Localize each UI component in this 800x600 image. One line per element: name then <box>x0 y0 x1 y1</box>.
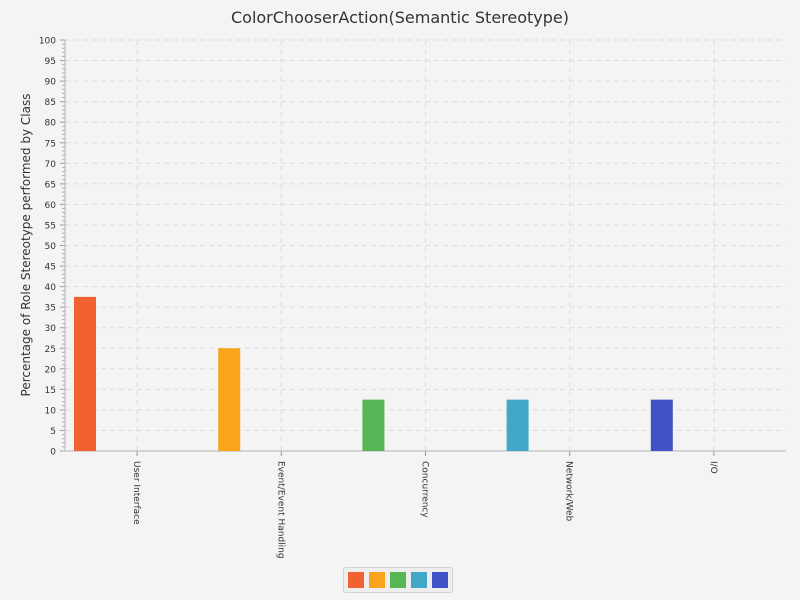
bar <box>218 348 241 451</box>
y-tick-label: 20 <box>45 365 57 375</box>
y-tick-label: 95 <box>45 57 56 67</box>
y-tick-label: 90 <box>45 78 57 88</box>
x-tick-label: Concurrency <box>420 461 430 518</box>
y-axis-ticks: 0 5 10 15 20 25 30 35 40 45 50 55 60 65 70 75 80 85 90 95 10… <box>39 37 65 458</box>
y-tick-label: 75 <box>45 139 56 149</box>
y-tick-label: 55 <box>45 221 56 231</box>
y-axis-label: Percentage of Role Stereotype performed … <box>19 94 33 397</box>
y-tick-label: 70 <box>45 160 57 170</box>
legend-swatch <box>369 572 385 588</box>
legend-swatch <box>390 572 406 588</box>
chart-title: ColorChooserAction(Semantic Stereotype) <box>230 8 570 27</box>
bars <box>74 296 673 451</box>
y-tick-label: 35 <box>45 304 56 314</box>
legend-swatch <box>348 572 364 588</box>
y-tick-label: 30 <box>45 324 57 334</box>
legend <box>343 567 453 593</box>
y-tick-label: 65 <box>45 180 56 190</box>
y-tick-label: 45 <box>45 263 56 273</box>
y-tick-label: 25 <box>45 345 56 355</box>
bar <box>362 399 385 451</box>
x-tick-label: Network/Web <box>564 461 574 522</box>
legend-swatch <box>432 572 448 588</box>
y-tick-label: 60 <box>45 201 57 211</box>
y-tick-label: 50 <box>45 242 57 252</box>
bar <box>74 296 96 451</box>
y-tick-label: 100 <box>39 37 56 47</box>
bar <box>506 399 529 451</box>
x-tick-label: User Interface <box>131 461 141 525</box>
y-tick-label: 40 <box>45 283 57 293</box>
x-axis-ticks: User Interface Event/Event Handling Concur… <box>131 451 718 559</box>
x-tick-label: Event/Event Handling <box>275 461 285 559</box>
y-tick-label: 5 <box>50 427 56 437</box>
y-tick-label: 80 <box>45 119 57 129</box>
y-tick-label: 0 <box>50 448 56 458</box>
y-tick-label: 85 <box>45 98 56 108</box>
grid-lines <box>65 39 786 451</box>
bar <box>650 399 673 451</box>
legend-swatch <box>411 572 427 588</box>
y-tick-label: 10 <box>45 406 57 416</box>
x-tick-label: I/O <box>708 461 718 474</box>
y-tick-label: 15 <box>45 386 56 396</box>
